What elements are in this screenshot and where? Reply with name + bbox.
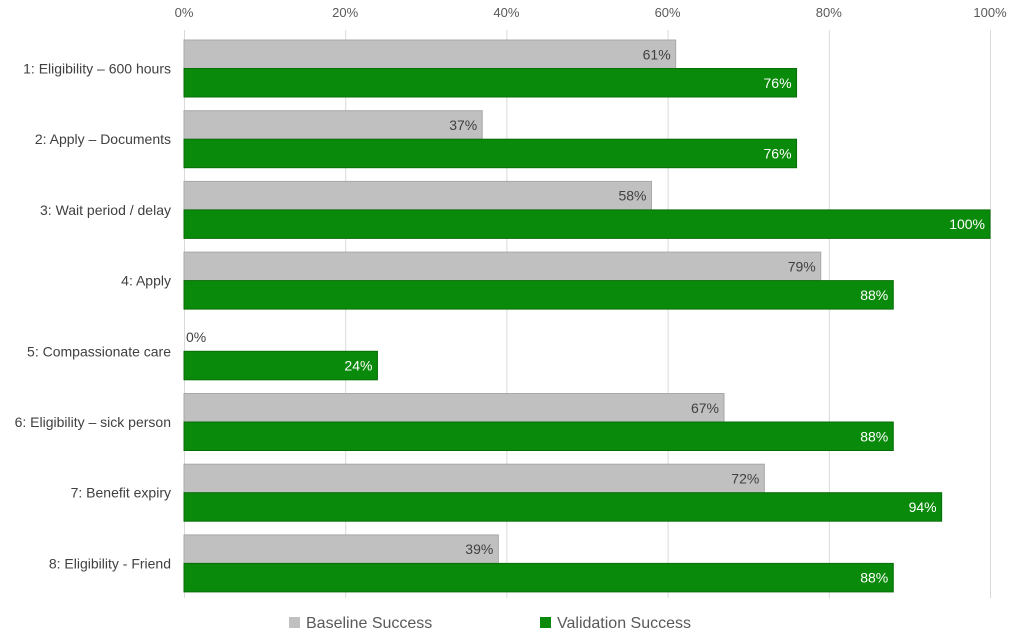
baseline-bar (183, 463, 765, 494)
x-tick-label: 40% (493, 5, 519, 20)
category-label: 8: Eligibility - Friend (49, 555, 171, 571)
baseline-bar (183, 251, 822, 282)
validation-bar (183, 492, 943, 522)
category-label: 3: Wait period / delay (40, 202, 171, 218)
x-tick-label: 80% (816, 5, 842, 20)
category-label: 1: Eligibility – 600 hours (23, 61, 171, 77)
legend: Baseline Success Validation Success (289, 615, 691, 632)
validation-bar (183, 421, 894, 451)
baseline-value-label: 67% (691, 400, 719, 416)
baseline-bar (183, 180, 652, 211)
validation-value-label: 94% (909, 499, 937, 515)
validation-value-label: 24% (344, 358, 372, 374)
baseline-value-label: 72% (731, 470, 759, 486)
legend-label-baseline: Baseline Success (306, 615, 432, 632)
category-label: 5: Compassionate care (27, 343, 171, 359)
x-tick-label: 100% (973, 5, 1007, 20)
category-label: 6: Eligibility – sick person (15, 414, 171, 430)
legend-swatch-validation (540, 617, 551, 628)
validation-bar (183, 68, 798, 98)
legend-swatch-baseline (289, 617, 300, 628)
validation-bar (183, 138, 798, 169)
validation-bar (183, 562, 894, 593)
legend-label-validation: Validation Success (557, 615, 691, 632)
baseline-bar (183, 110, 483, 140)
baseline-bar (183, 534, 499, 564)
validation-bar (183, 350, 378, 381)
validation-value-label: 76% (764, 145, 792, 161)
category-labels: 1: Eligibility – 600 hours 2: Apply – Doc… (15, 61, 172, 572)
baseline-value-label: 0% (186, 329, 206, 345)
validation-value-label: 100% (949, 216, 985, 232)
category-label: 7: Benefit expiry (71, 485, 171, 501)
baseline-bar (183, 393, 725, 423)
x-axis-ticks: 0% 20% 40% 60% 80% 100% (175, 5, 1007, 20)
x-tick-label: 60% (655, 5, 681, 20)
validation-value-label: 88% (860, 570, 888, 586)
validation-value-label: 88% (860, 287, 888, 303)
baseline-bar (183, 39, 677, 69)
x-tick-label: 20% (332, 5, 358, 20)
baseline-value-label: 61% (643, 46, 671, 62)
baseline-value-label: 39% (465, 541, 493, 557)
validation-value-label: 88% (860, 428, 888, 444)
data-labels: 61% 76% 37% 76% 58% 100% 79% 88% 0% 24% 67% 88% 72% 9… (186, 46, 985, 585)
category-label: 4: Apply (121, 273, 171, 289)
baseline-value-label: 79% (788, 258, 816, 274)
validation-bar (183, 280, 894, 310)
validation-value-label: 76% (764, 75, 792, 91)
baseline-value-label: 58% (618, 188, 646, 204)
x-tick-label: 0% (175, 5, 194, 20)
bars (183, 39, 991, 593)
baseline-value-label: 37% (449, 117, 477, 133)
validation-bar (183, 209, 991, 239)
category-label: 2: Apply – Documents (35, 131, 171, 147)
